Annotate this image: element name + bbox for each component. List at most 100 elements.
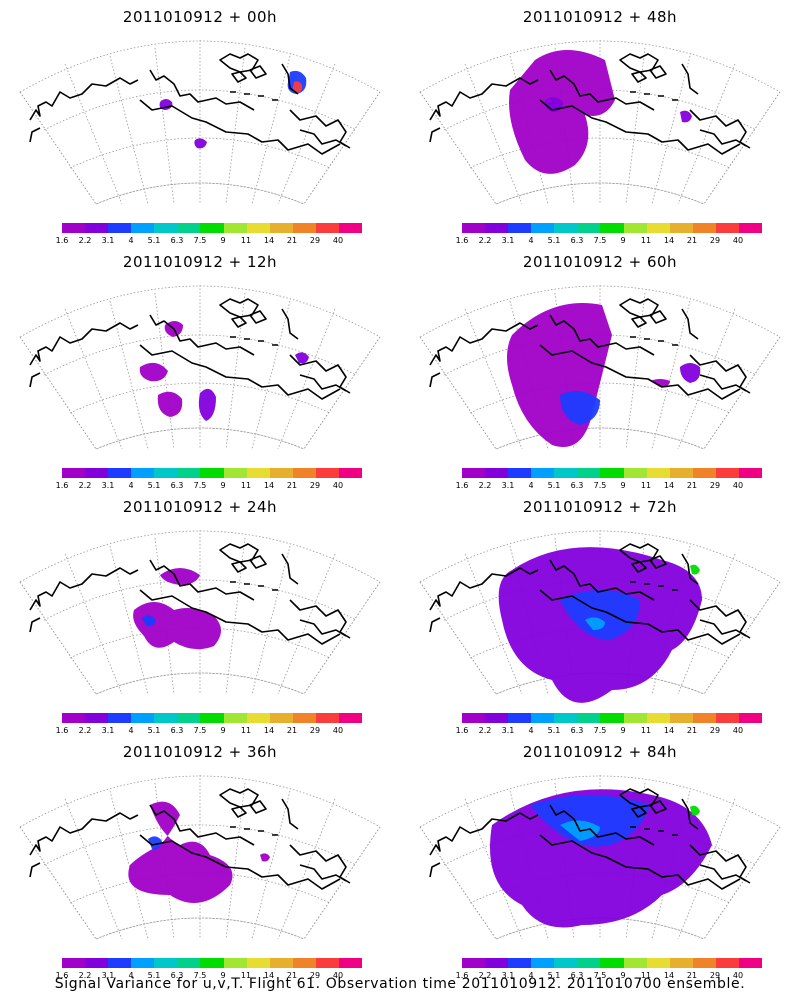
colorbar-segment <box>269 958 293 968</box>
colorbar-segment <box>508 713 532 723</box>
colorbar-tick-label: 2.2 <box>478 481 492 490</box>
colorbar-ticks: 1.6 2.2 3.1 4 5.1 6.3 7.5 9 11 14 21 29 40 <box>56 236 362 246</box>
colorbar-tick-label: 7.5 <box>193 236 207 245</box>
latitude-gridline <box>43 579 357 621</box>
colorbar-tick-label: 9 <box>620 971 626 980</box>
colorbar-ticks: 1.6 2.2 3.1 4 5.1 6.3 7.5 9 11 14 21 29 40 <box>456 971 762 981</box>
coastline <box>219 788 259 808</box>
colorbar-tick-label: 4 <box>128 971 134 980</box>
longitude-gridline <box>651 300 691 450</box>
colorbar-tick-label: 3.1 <box>101 481 115 490</box>
coastline <box>649 555 667 569</box>
latitude-gridline <box>495 427 705 450</box>
latitude-gridline <box>495 672 705 695</box>
variance-contour <box>690 564 700 575</box>
variance-contour <box>560 590 640 640</box>
colorbar-segment <box>577 468 601 478</box>
colorbar-tick-label: 6.3 <box>170 236 184 245</box>
coastline <box>29 127 41 143</box>
longitude-gridline <box>464 798 523 940</box>
coastline <box>219 543 259 563</box>
colorbar <box>462 958 763 968</box>
coastline <box>689 599 751 639</box>
colorbar-tick-label: 11 <box>640 236 652 245</box>
colorbar-tick-label: 11 <box>240 726 252 735</box>
colorbar-segment <box>108 713 132 723</box>
colorbar-tick-label: 1.6 <box>455 971 469 980</box>
colorbar-segment <box>669 223 693 233</box>
forecast-panel: 2011010912 + 12h 1.6 2.2 3.1 4 5.1 6.3 7.5 9 11 14… <box>0 245 400 490</box>
coastline <box>281 798 299 830</box>
colorbar-segment <box>646 713 670 723</box>
colorbar-segment <box>315 958 339 968</box>
longitude-gridline <box>651 55 691 205</box>
longitude-gridline <box>154 537 175 695</box>
colorbar-segment <box>292 468 316 478</box>
coastline <box>289 844 351 884</box>
colorbar-tick-label: 9 <box>620 726 626 735</box>
longitude-gridline <box>225 47 246 205</box>
colorbar-segment <box>154 958 178 968</box>
colorbar-segment <box>269 468 293 478</box>
map-boundary <box>419 91 781 205</box>
colorbar-tick-label: 1.6 <box>55 726 69 735</box>
colorbar-segment <box>485 223 509 233</box>
colorbar-segment <box>531 223 555 233</box>
colorbar-segment <box>200 713 224 723</box>
colorbar-segment <box>554 468 578 478</box>
longitude-gridline <box>703 826 781 940</box>
coastline <box>681 553 699 585</box>
colorbar-segment <box>692 713 716 723</box>
latitude-gridline <box>19 530 381 583</box>
colorbar-tick-label: 40 <box>332 971 344 980</box>
polar-stereographic-map <box>419 40 781 205</box>
coastline <box>429 372 441 388</box>
coastline <box>630 826 678 836</box>
colorbar-tick-label: 1.6 <box>55 236 69 245</box>
colorbar-tick-label: 4 <box>128 481 134 490</box>
coastline <box>539 344 741 400</box>
coastline <box>289 599 351 639</box>
colorbar-tick-label: 29 <box>309 971 321 980</box>
colorbar-tick-label: 3.1 <box>501 971 515 980</box>
colorbar-segment <box>715 713 739 723</box>
coastline <box>230 91 278 101</box>
colorbar-segment <box>315 223 339 233</box>
map-boundary <box>19 581 381 695</box>
colorbar-tick-label: 3.1 <box>101 726 115 735</box>
longitude-gridline <box>464 63 523 205</box>
longitude-gridline <box>303 826 381 940</box>
colorbar-segment <box>292 713 316 723</box>
colorbar-ticks: 1.6 2.2 3.1 4 5.1 6.3 7.5 9 11 14 21 29 40 <box>456 236 762 246</box>
coastline <box>429 617 441 633</box>
colorbar-tick-label: 29 <box>709 481 721 490</box>
coastline <box>299 129 347 147</box>
longitude-gridline <box>64 63 123 205</box>
longitude-gridline <box>277 553 336 695</box>
polar-stereographic-map <box>419 285 781 450</box>
colorbar-tick-label: 5.1 <box>547 726 561 735</box>
map-boundary <box>419 336 781 450</box>
colorbar-tick-label: 5.1 <box>147 726 161 735</box>
variance-contour <box>490 789 712 928</box>
longitude-gridline <box>464 553 523 695</box>
colorbar-segment <box>623 958 647 968</box>
coastline <box>429 322 539 366</box>
colorbar-segment <box>85 958 109 968</box>
colorbar-segment <box>200 223 224 233</box>
colorbar-segment <box>715 223 739 233</box>
latitude-gridline <box>95 917 305 940</box>
latitude-gridline <box>43 89 357 131</box>
colorbar-ticks: 1.6 2.2 3.1 4 5.1 6.3 7.5 9 11 14 21 29 40 <box>456 726 762 736</box>
panel-title: 2011010912 + 12h <box>122 253 278 271</box>
longitude-gridline <box>109 55 149 205</box>
variance-contour <box>560 391 600 425</box>
colorbar-tick-label: 40 <box>332 236 344 245</box>
colorbar-tick-label: 3.1 <box>501 236 515 245</box>
colorbar-tick-label: 14 <box>263 481 275 490</box>
coastline <box>231 316 247 328</box>
colorbar-segment <box>485 468 509 478</box>
coastline <box>29 372 41 388</box>
longitude-gridline <box>303 336 381 450</box>
colorbar-tick-label: 29 <box>709 236 721 245</box>
